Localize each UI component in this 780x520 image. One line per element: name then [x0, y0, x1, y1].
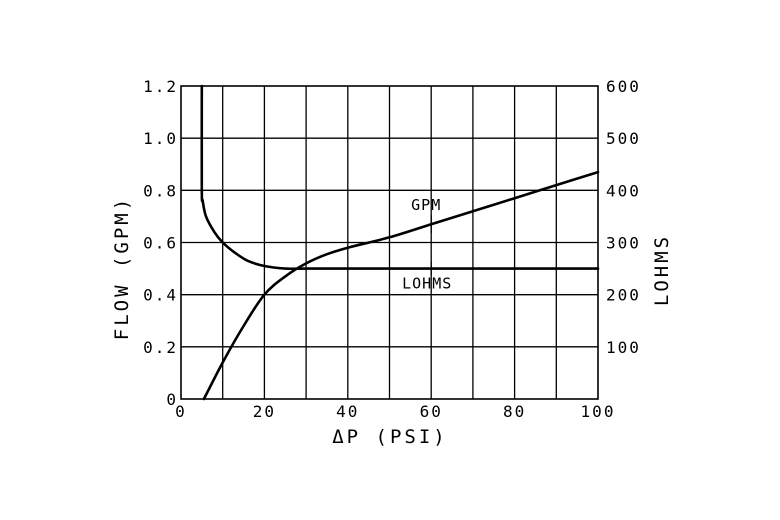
- y2-tick-labels: 100 200 300 400 500 600: [606, 77, 641, 357]
- y2-tick-label: 100: [606, 338, 641, 357]
- lohms-series-line: [200, 84, 600, 271]
- x-tick-labels: 0 20 40 60 80 100: [175, 402, 616, 421]
- y-tick-label: 0.8: [143, 181, 178, 200]
- x-axis-label: ΔP (PSI): [332, 426, 448, 448]
- x-tick-label: 40: [336, 402, 359, 421]
- x-tick-label: 80: [503, 402, 526, 421]
- x-tick-label: 100: [581, 402, 616, 421]
- grid: [181, 86, 598, 399]
- y2-tick-label: 500: [606, 129, 641, 148]
- x-tick-label: 60: [420, 402, 443, 421]
- y-tick-label: 0.2: [143, 338, 178, 357]
- y-tick-labels: 0 0.2 0.4 0.6 0.8 1.0 1.2: [143, 77, 178, 409]
- x-tick-label: 20: [253, 402, 276, 421]
- y2-tick-label: 600: [606, 77, 641, 96]
- x-tick-label: 0: [175, 402, 187, 421]
- y2-tick-label: 300: [606, 234, 641, 253]
- y-tick-label: 0.6: [143, 234, 178, 253]
- series-annotations: GPM LOHMS: [402, 196, 452, 293]
- y-tick-label: 0: [166, 390, 178, 409]
- plot-frame: [180, 85, 599, 400]
- y2-tick-label: 200: [606, 286, 641, 305]
- y-tick-label: 1.2: [143, 77, 178, 96]
- gpm-series-line: [202, 170, 600, 401]
- gpm-annotation-label: GPM: [411, 196, 441, 214]
- y2-axis-label: LOHMS: [651, 234, 673, 306]
- y-axis-label: FLOW (GPM): [111, 196, 133, 340]
- y-tick-label: 1.0: [143, 129, 178, 148]
- y-tick-label: 0.4: [143, 286, 178, 305]
- lohms-annotation-label: LOHMS: [402, 275, 452, 293]
- y2-tick-label: 400: [606, 181, 641, 200]
